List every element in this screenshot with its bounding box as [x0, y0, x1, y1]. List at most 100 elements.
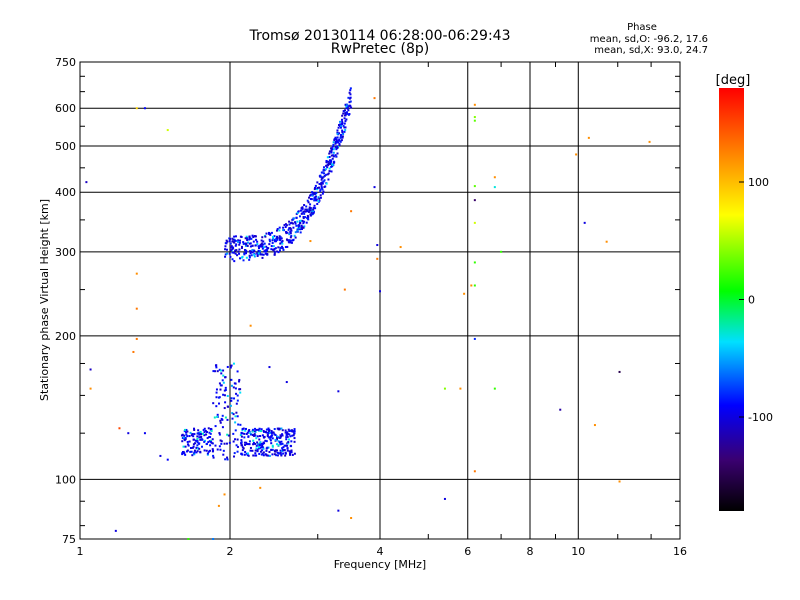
- data-point: [243, 432, 246, 435]
- data-point: [267, 428, 270, 431]
- data-point: [309, 214, 312, 217]
- data-point: [207, 427, 210, 430]
- data-point: [208, 440, 211, 443]
- data-point: [241, 446, 244, 449]
- data-point: [186, 443, 189, 446]
- data-point: [226, 365, 229, 368]
- data-point: [223, 493, 226, 496]
- data-point: [500, 250, 503, 253]
- data-point: [323, 174, 326, 177]
- data-point: [230, 245, 233, 248]
- data-point: [316, 203, 319, 206]
- data-point: [245, 432, 248, 435]
- data-point: [301, 206, 304, 209]
- data-point: [290, 430, 293, 433]
- data-point: [269, 233, 272, 236]
- data-point: [259, 435, 262, 438]
- data-point: [335, 141, 338, 144]
- data-point: [286, 245, 289, 248]
- data-point: [320, 178, 323, 181]
- data-point: [217, 504, 220, 507]
- data-point: [271, 444, 274, 447]
- data-point: [218, 368, 221, 371]
- data-point: [239, 235, 242, 238]
- data-point: [289, 236, 292, 239]
- data-point: [233, 455, 236, 458]
- data-point: [270, 431, 273, 434]
- data-point: [339, 135, 342, 138]
- data-point: [196, 441, 199, 444]
- data-point: [184, 436, 187, 439]
- data-point: [279, 238, 282, 241]
- data-point: [313, 199, 316, 202]
- data-point: [231, 258, 234, 261]
- data-point: [267, 454, 270, 457]
- data-point: [180, 434, 183, 437]
- data-point: [223, 394, 226, 397]
- data-point: [276, 250, 279, 253]
- data-point: [215, 391, 218, 394]
- data-point: [263, 250, 266, 253]
- data-point: [254, 452, 257, 455]
- data-point: [254, 449, 257, 452]
- data-point: [260, 245, 263, 248]
- data-point: [289, 435, 292, 438]
- data-point: [346, 107, 349, 110]
- data-point: [319, 190, 322, 193]
- data-point: [194, 442, 197, 445]
- data-point: [316, 188, 319, 191]
- data-point: [321, 182, 324, 185]
- data-point: [239, 434, 242, 437]
- data-point: [334, 136, 337, 139]
- data-point: [237, 239, 240, 242]
- data-point: [205, 433, 208, 436]
- data-point: [339, 133, 342, 136]
- data-point: [280, 453, 283, 456]
- data-point: [199, 450, 202, 453]
- data-point: [259, 486, 262, 489]
- data-point: [307, 201, 310, 204]
- data-point: [263, 442, 266, 445]
- data-point: [209, 432, 212, 435]
- data-point: [318, 199, 321, 202]
- data-point: [183, 430, 186, 433]
- data-point: [200, 445, 203, 448]
- data-point: [283, 444, 286, 447]
- data-point: [259, 450, 262, 453]
- data-point: [246, 237, 249, 240]
- data-point: [196, 447, 199, 450]
- data-point: [268, 430, 271, 433]
- data-point: [313, 197, 316, 200]
- data-point: [254, 235, 257, 238]
- data-point: [228, 240, 231, 243]
- data-point: [269, 438, 272, 441]
- data-point: [313, 192, 316, 195]
- data-point: [192, 435, 195, 438]
- data-point: [248, 235, 251, 238]
- data-point: [241, 256, 244, 259]
- data-point: [305, 208, 308, 211]
- data-point: [339, 126, 342, 129]
- data-point: [255, 454, 258, 457]
- data-point: [333, 139, 336, 142]
- data-point: [330, 170, 333, 173]
- data-point: [323, 172, 326, 175]
- data-point: [206, 452, 209, 455]
- data-point: [231, 412, 234, 415]
- data-point: [265, 232, 268, 235]
- data-point: [271, 453, 274, 456]
- data-point: [349, 87, 352, 90]
- data-point: [255, 444, 258, 447]
- data-point: [343, 288, 346, 291]
- data-point: [247, 435, 250, 438]
- data-point: [348, 91, 351, 94]
- data-point: [220, 442, 223, 445]
- data-point: [239, 391, 242, 394]
- data-point: [244, 450, 247, 453]
- data-point: [198, 433, 201, 436]
- data-point: [229, 246, 232, 249]
- data-point: [212, 538, 215, 540]
- data-point: [254, 427, 257, 430]
- data-point: [330, 151, 333, 154]
- data-point: [289, 241, 292, 244]
